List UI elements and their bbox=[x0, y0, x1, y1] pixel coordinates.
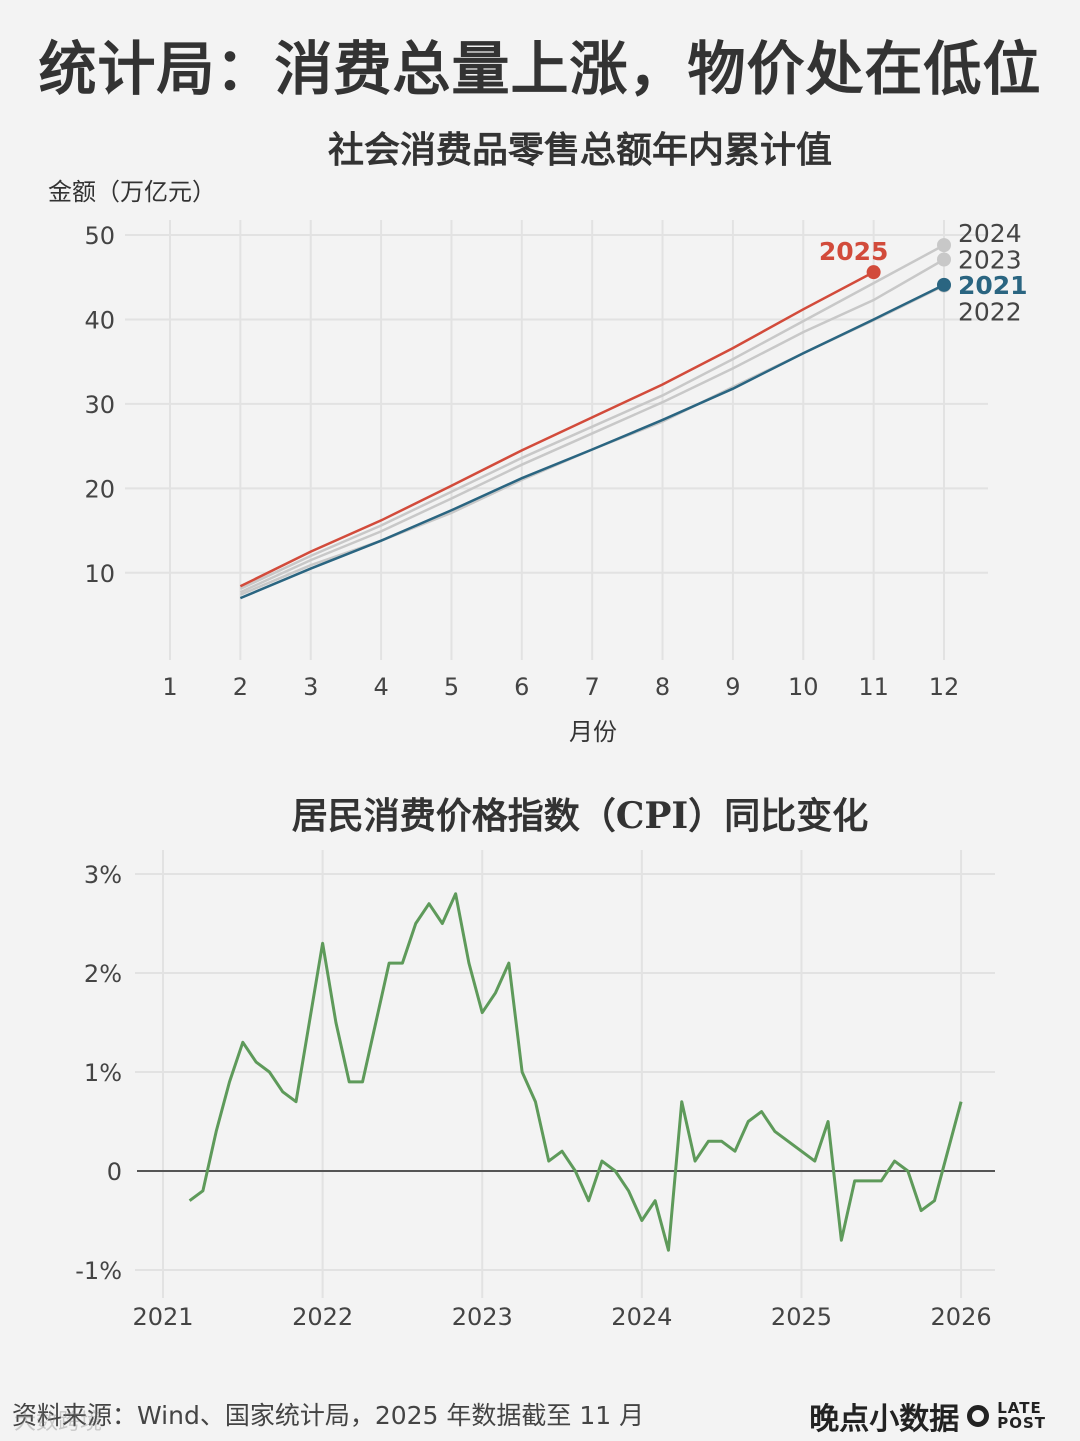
x-tick-label: 5 bbox=[444, 673, 459, 701]
y-tick-label: 40 bbox=[84, 306, 115, 334]
x-tick-label: 6 bbox=[514, 673, 529, 701]
series-line-2023 bbox=[239, 258, 945, 594]
x-tick-label: 11 bbox=[858, 673, 889, 701]
page-title: 统计局：消费总量上涨，物价处在低位 bbox=[38, 35, 1042, 103]
cpi-chart: 居民消费价格指数（CPI）同比变化 3% 2% 1% 0 -1% 2021 2022 2023… bbox=[75, 795, 995, 1331]
series-label-2024: 2024 bbox=[958, 219, 1022, 248]
series-line-2024 bbox=[239, 244, 945, 590]
x-tick-label: 9 bbox=[725, 673, 740, 701]
x-tick-label: 2021 bbox=[132, 1303, 193, 1331]
x-tick-label: 4 bbox=[373, 673, 388, 701]
x-tick-label: 2023 bbox=[452, 1303, 513, 1331]
series-line-2025 bbox=[239, 271, 875, 588]
x-tick-label: 8 bbox=[655, 673, 670, 701]
y-tick-label: 30 bbox=[84, 391, 115, 419]
series-label-2025: 2025 bbox=[819, 237, 889, 266]
series-end-dot-2023 bbox=[937, 252, 951, 267]
x-tick-label: 2025 bbox=[771, 1303, 832, 1331]
logo-line-2: POST bbox=[997, 1414, 1046, 1432]
x-tick-label: 2 bbox=[233, 673, 248, 701]
x-tick-label: 7 bbox=[585, 673, 600, 701]
brand-logo: 晚点小数据 LATE POST bbox=[809, 1394, 1046, 1438]
y-tick-label: 50 bbox=[84, 222, 115, 250]
chart2-title: 居民消费价格指数（CPI）同比变化 bbox=[292, 795, 869, 837]
series-label-2022: 2022 bbox=[958, 298, 1022, 327]
x-tick-label: 12 bbox=[929, 673, 960, 701]
x-tick-label: 2022 bbox=[292, 1303, 353, 1331]
x-tick-label: 3 bbox=[303, 673, 318, 701]
y-tick-label: -1% bbox=[75, 1257, 122, 1285]
cpi-line bbox=[188, 892, 963, 1252]
y-tick-label: 20 bbox=[84, 475, 115, 503]
series-end-dot-2024 bbox=[937, 238, 951, 253]
chart1-xlabel: 月份 bbox=[569, 718, 617, 746]
y-tick-label: 2% bbox=[84, 960, 122, 988]
x-tick-label: 10 bbox=[788, 673, 819, 701]
brand-name: 晚点小数据 bbox=[809, 1402, 960, 1437]
logo-line-1: LATE bbox=[997, 1399, 1042, 1417]
x-tick-label: 1 bbox=[162, 673, 177, 701]
y-tick-label: 1% bbox=[84, 1059, 122, 1087]
x-tick-label: 2024 bbox=[611, 1303, 672, 1331]
y-tick-label: 10 bbox=[84, 560, 115, 588]
series-end-dot-2021 bbox=[937, 277, 951, 292]
watermark: 大数跨境 bbox=[14, 1410, 103, 1435]
x-tick-label: 2026 bbox=[931, 1303, 992, 1331]
series-label-2021: 2021 bbox=[958, 271, 1028, 300]
chart1-title: 社会消费品零售总额年内累计值 bbox=[328, 129, 832, 171]
chart1-ylabel: 金额（万亿元） bbox=[48, 178, 216, 206]
series-line-2021 bbox=[239, 283, 945, 600]
y-tick-label: 0 bbox=[107, 1158, 122, 1186]
brand-logo-text: LATE POST bbox=[997, 1401, 1046, 1431]
series-label-2023: 2023 bbox=[958, 245, 1022, 274]
series-end-dot-2025 bbox=[866, 265, 881, 280]
brand-circle-icon bbox=[967, 1405, 990, 1427]
y-tick-label: 3% bbox=[84, 861, 122, 889]
source-note: 资料来源：Wind、国家统计局，2025 年数据截至 11 月 bbox=[12, 1401, 645, 1430]
